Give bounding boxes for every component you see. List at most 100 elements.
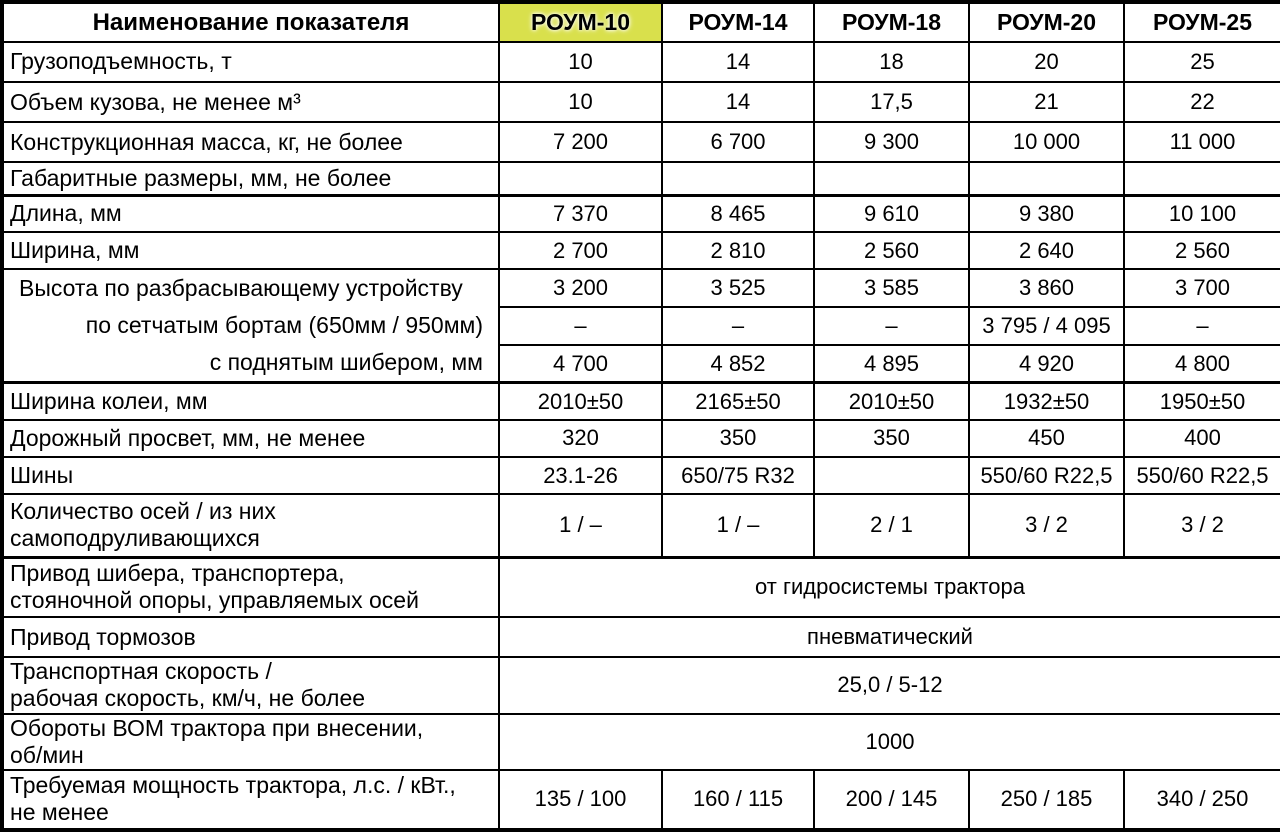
value-cell-span: от гидросистемы трактора xyxy=(498,555,1280,619)
table-row-height-spreader: Высота по разбрасывающему устройству по … xyxy=(1,268,1280,384)
value-cell: 9 380 xyxy=(968,193,1125,234)
table-row-axle-count: Количество осей / из них самоподруливающ… xyxy=(1,493,1280,559)
row-label-brake-drive: Привод тормозов xyxy=(1,616,500,659)
value-cell: 200 / 145 xyxy=(813,768,970,832)
value-cell: 2165±50 xyxy=(661,381,815,421)
value-cell: 350 xyxy=(813,418,970,459)
value-cell: 3 700 xyxy=(1123,268,1280,309)
value-cell: 8 465 xyxy=(661,193,815,234)
row-label-tires: Шины xyxy=(1,455,500,496)
axle-label-line2: самоподруливающихся xyxy=(10,525,260,552)
header-row: Наименование показателя РОУМ-10 РОУМ-14 … xyxy=(1,1,1280,43)
row-label-track-width: Ширина колеи, мм xyxy=(1,381,500,421)
value-cell: 340 / 250 xyxy=(1123,768,1280,832)
value-cell: 14 xyxy=(661,40,815,84)
value-cell: 4 895 xyxy=(813,344,970,384)
column-header-indicator-name: Наименование показателя xyxy=(1,1,500,43)
row-label-speed: Транспортная скорость / рабочая скорость… xyxy=(1,656,500,715)
table-row-width: Ширина, мм 2 700 2 810 2 560 2 640 2 560 xyxy=(1,231,1280,271)
value-cell: 10 xyxy=(498,40,663,84)
value-cell: 9 610 xyxy=(813,193,970,234)
value-cell: 250 / 185 xyxy=(968,768,1125,832)
row-label-structural-mass: Конструкционная масса, кг, не более xyxy=(1,121,500,164)
value-cell: 2010±50 xyxy=(813,381,970,421)
column-header-roum-20: РОУМ-20 xyxy=(968,1,1125,43)
value-cell xyxy=(968,161,1125,197)
table-row-speed: Транспортная скорость / рабочая скорость… xyxy=(1,656,1280,715)
row-label-ground-clearance: Дорожный просвет, мм, не менее xyxy=(1,418,500,459)
value-cell: 25 xyxy=(1123,40,1280,84)
row-label-overall-dimensions: Габаритные размеры, мм, не более xyxy=(1,161,500,197)
value-cell: 2 700 xyxy=(498,231,663,271)
value-cell: – xyxy=(813,306,970,347)
value-cell: 160 / 115 xyxy=(661,768,815,832)
value-cell: 1932±50 xyxy=(968,381,1125,421)
value-cell: 550/60 R22,5 xyxy=(1123,455,1280,496)
row-label-height-group: Высота по разбрасывающему устройству по … xyxy=(1,268,500,384)
value-cell: 17,5 xyxy=(813,81,970,124)
height-line-raised-shutter: с поднятым шибером, мм xyxy=(209,349,483,376)
row-label-length: Длина, мм xyxy=(1,193,500,234)
value-cell: 3 200 xyxy=(498,268,663,309)
pto-label-line1: Обороты ВОМ трактора при внесении, xyxy=(10,714,424,741)
value-cell: 3 525 xyxy=(661,268,815,309)
value-cell: 2 560 xyxy=(813,231,970,271)
table-row-capacity: Грузоподъемность, т 10 14 18 20 25 xyxy=(1,40,1280,84)
row-label-required-power: Требуемая мощность трактора, л.с. / кВт.… xyxy=(1,768,500,832)
row-label-pto-speed: Обороты ВОМ трактора при внесении, об/ми… xyxy=(1,712,500,771)
table-row-pto-speed: Обороты ВОМ трактора при внесении, об/ми… xyxy=(1,712,1280,771)
value-cell: – xyxy=(498,306,663,347)
value-cell xyxy=(498,161,663,197)
value-cell: 2 640 xyxy=(968,231,1125,271)
axle-label-line1: Количество осей / из них xyxy=(10,498,276,525)
table-row-height-mesh-boards: – – – 3 795 / 4 095 – xyxy=(2,306,1280,347)
value-cell: 2 / 1 xyxy=(813,493,970,559)
value-cell: 10 xyxy=(498,81,663,124)
value-cell: 320 xyxy=(498,418,663,459)
value-cell: 11 000 xyxy=(1123,121,1280,164)
value-cell: 4 700 xyxy=(498,344,663,384)
value-cell: 135 / 100 xyxy=(498,768,663,832)
speed-label-line2: рабочая скорость, км/ч, не более xyxy=(10,685,366,712)
height-line-mesh-boards: по сетчатым бортам (650мм / 950мм) xyxy=(85,312,483,339)
value-cell: 2 810 xyxy=(661,231,815,271)
pto-label-line2: об/мин xyxy=(10,741,84,768)
value-cell: 4 852 xyxy=(661,344,815,384)
value-cell xyxy=(813,455,970,496)
value-cell-span: пневматический xyxy=(498,616,1280,659)
value-cell: 20 xyxy=(968,40,1125,84)
value-cell: 650/75 R32 xyxy=(661,455,815,496)
table-row-shutter-drive: Привод шибера, транспортера, стояночной … xyxy=(1,555,1280,619)
value-cell: 4 800 xyxy=(1123,344,1280,384)
table-row-height-raised-shutter: 4 700 4 852 4 895 4 920 4 800 xyxy=(2,344,1280,384)
shutter-drive-line1: Привод шибера, транспортера, xyxy=(10,560,345,587)
value-cell: 3 585 xyxy=(813,268,970,309)
value-cell: – xyxy=(661,306,815,347)
value-cell: 9 300 xyxy=(813,121,970,164)
value-cell: 550/60 R22,5 xyxy=(968,455,1125,496)
value-cell: 18 xyxy=(813,40,970,84)
value-cell-span: 1000 xyxy=(498,712,1280,771)
value-cell: 21 xyxy=(968,81,1125,124)
value-cell: 3 795 / 4 095 xyxy=(968,306,1125,347)
table-row-length: Длина, мм 7 370 8 465 9 610 9 380 10 100 xyxy=(1,193,1280,234)
value-cell: 400 xyxy=(1123,418,1280,459)
value-cell: 1950±50 xyxy=(1123,381,1280,421)
power-label-line1: Требуемая мощность трактора, л.с. / кВт.… xyxy=(10,772,456,799)
value-cell: 1 / – xyxy=(661,493,815,559)
row-label-shutter-drive: Привод шибера, транспортера, стояночной … xyxy=(1,555,500,619)
column-header-roum-25: РОУМ-25 xyxy=(1123,1,1280,43)
value-cell xyxy=(661,161,815,197)
value-cell: 450 xyxy=(968,418,1125,459)
value-cell: 22 xyxy=(1123,81,1280,124)
value-cell: 350 xyxy=(661,418,815,459)
table-row-body-volume: Объем кузова, не менее м³ 10 14 17,5 21 … xyxy=(1,81,1280,124)
value-cell: 2010±50 xyxy=(498,381,663,421)
value-cell: 10 000 xyxy=(968,121,1125,164)
column-header-roum-18: РОУМ-18 xyxy=(813,1,970,43)
table-row-tires: Шины 23.1-26 650/75 R32 550/60 R22,5 550… xyxy=(1,455,1280,496)
value-cell: 6 700 xyxy=(661,121,815,164)
row-label-capacity: Грузоподъемность, т xyxy=(1,40,500,84)
